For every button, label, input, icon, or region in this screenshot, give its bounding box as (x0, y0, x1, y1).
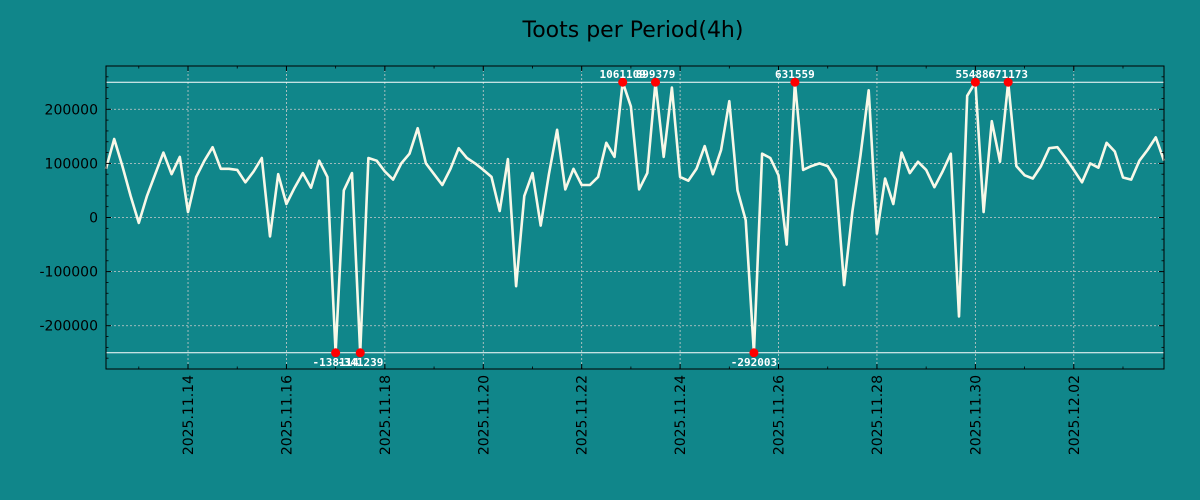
x-tick-label: 2025.11.24 (673, 375, 689, 455)
peak-value-label: -138114 (312, 356, 359, 369)
peak-marker (749, 348, 759, 358)
peak-value-label: -292003 (731, 356, 777, 369)
peak-marker (790, 77, 800, 87)
y-tick-label: 100000 (45, 156, 98, 172)
x-tick-label: 2025.11.14 (181, 375, 197, 455)
x-tick-label: 2025.11.30 (968, 375, 984, 455)
y-tick-label: 0 (89, 211, 98, 227)
peak-value-label: -341239 (337, 356, 383, 369)
peak-marker (651, 77, 661, 87)
peak-marker (355, 348, 365, 358)
axis-layer (105, 65, 1165, 370)
peak-marker (1003, 77, 1013, 87)
peak-value-label: 671173 (988, 68, 1028, 81)
threshold-layer (106, 81, 1164, 354)
chart-title: Toots per Period(4h) (522, 18, 744, 43)
peak-marker (970, 77, 980, 87)
y-tick-label: 200000 (45, 102, 98, 118)
marker-layer (331, 77, 1013, 358)
series-layer (104, 80, 1166, 355)
peak-value-label: 899379 (636, 68, 676, 81)
peak-value-label: 554886 (955, 68, 995, 81)
y-tick-label: -200000 (40, 319, 99, 335)
x-tick-label: 2025.11.26 (772, 375, 788, 455)
x-tick-label: 2025.11.28 (870, 375, 886, 455)
y-tick-label: -100000 (40, 265, 99, 281)
series-line-toots (104, 80, 1166, 355)
peak-value-label: 631559 (775, 68, 815, 81)
x-tick-label: 2025.11.18 (378, 375, 394, 455)
x-tick-label: 2025.11.22 (575, 375, 591, 455)
x-tick-label: 2025.12.02 (1067, 375, 1083, 455)
peak-value-label: 1061109 (600, 68, 646, 81)
x-tick-label: 2025.11.20 (476, 375, 492, 455)
x-tick-label: 2025.11.16 (279, 375, 295, 455)
peak-marker (331, 348, 341, 358)
peak-marker (618, 77, 628, 87)
